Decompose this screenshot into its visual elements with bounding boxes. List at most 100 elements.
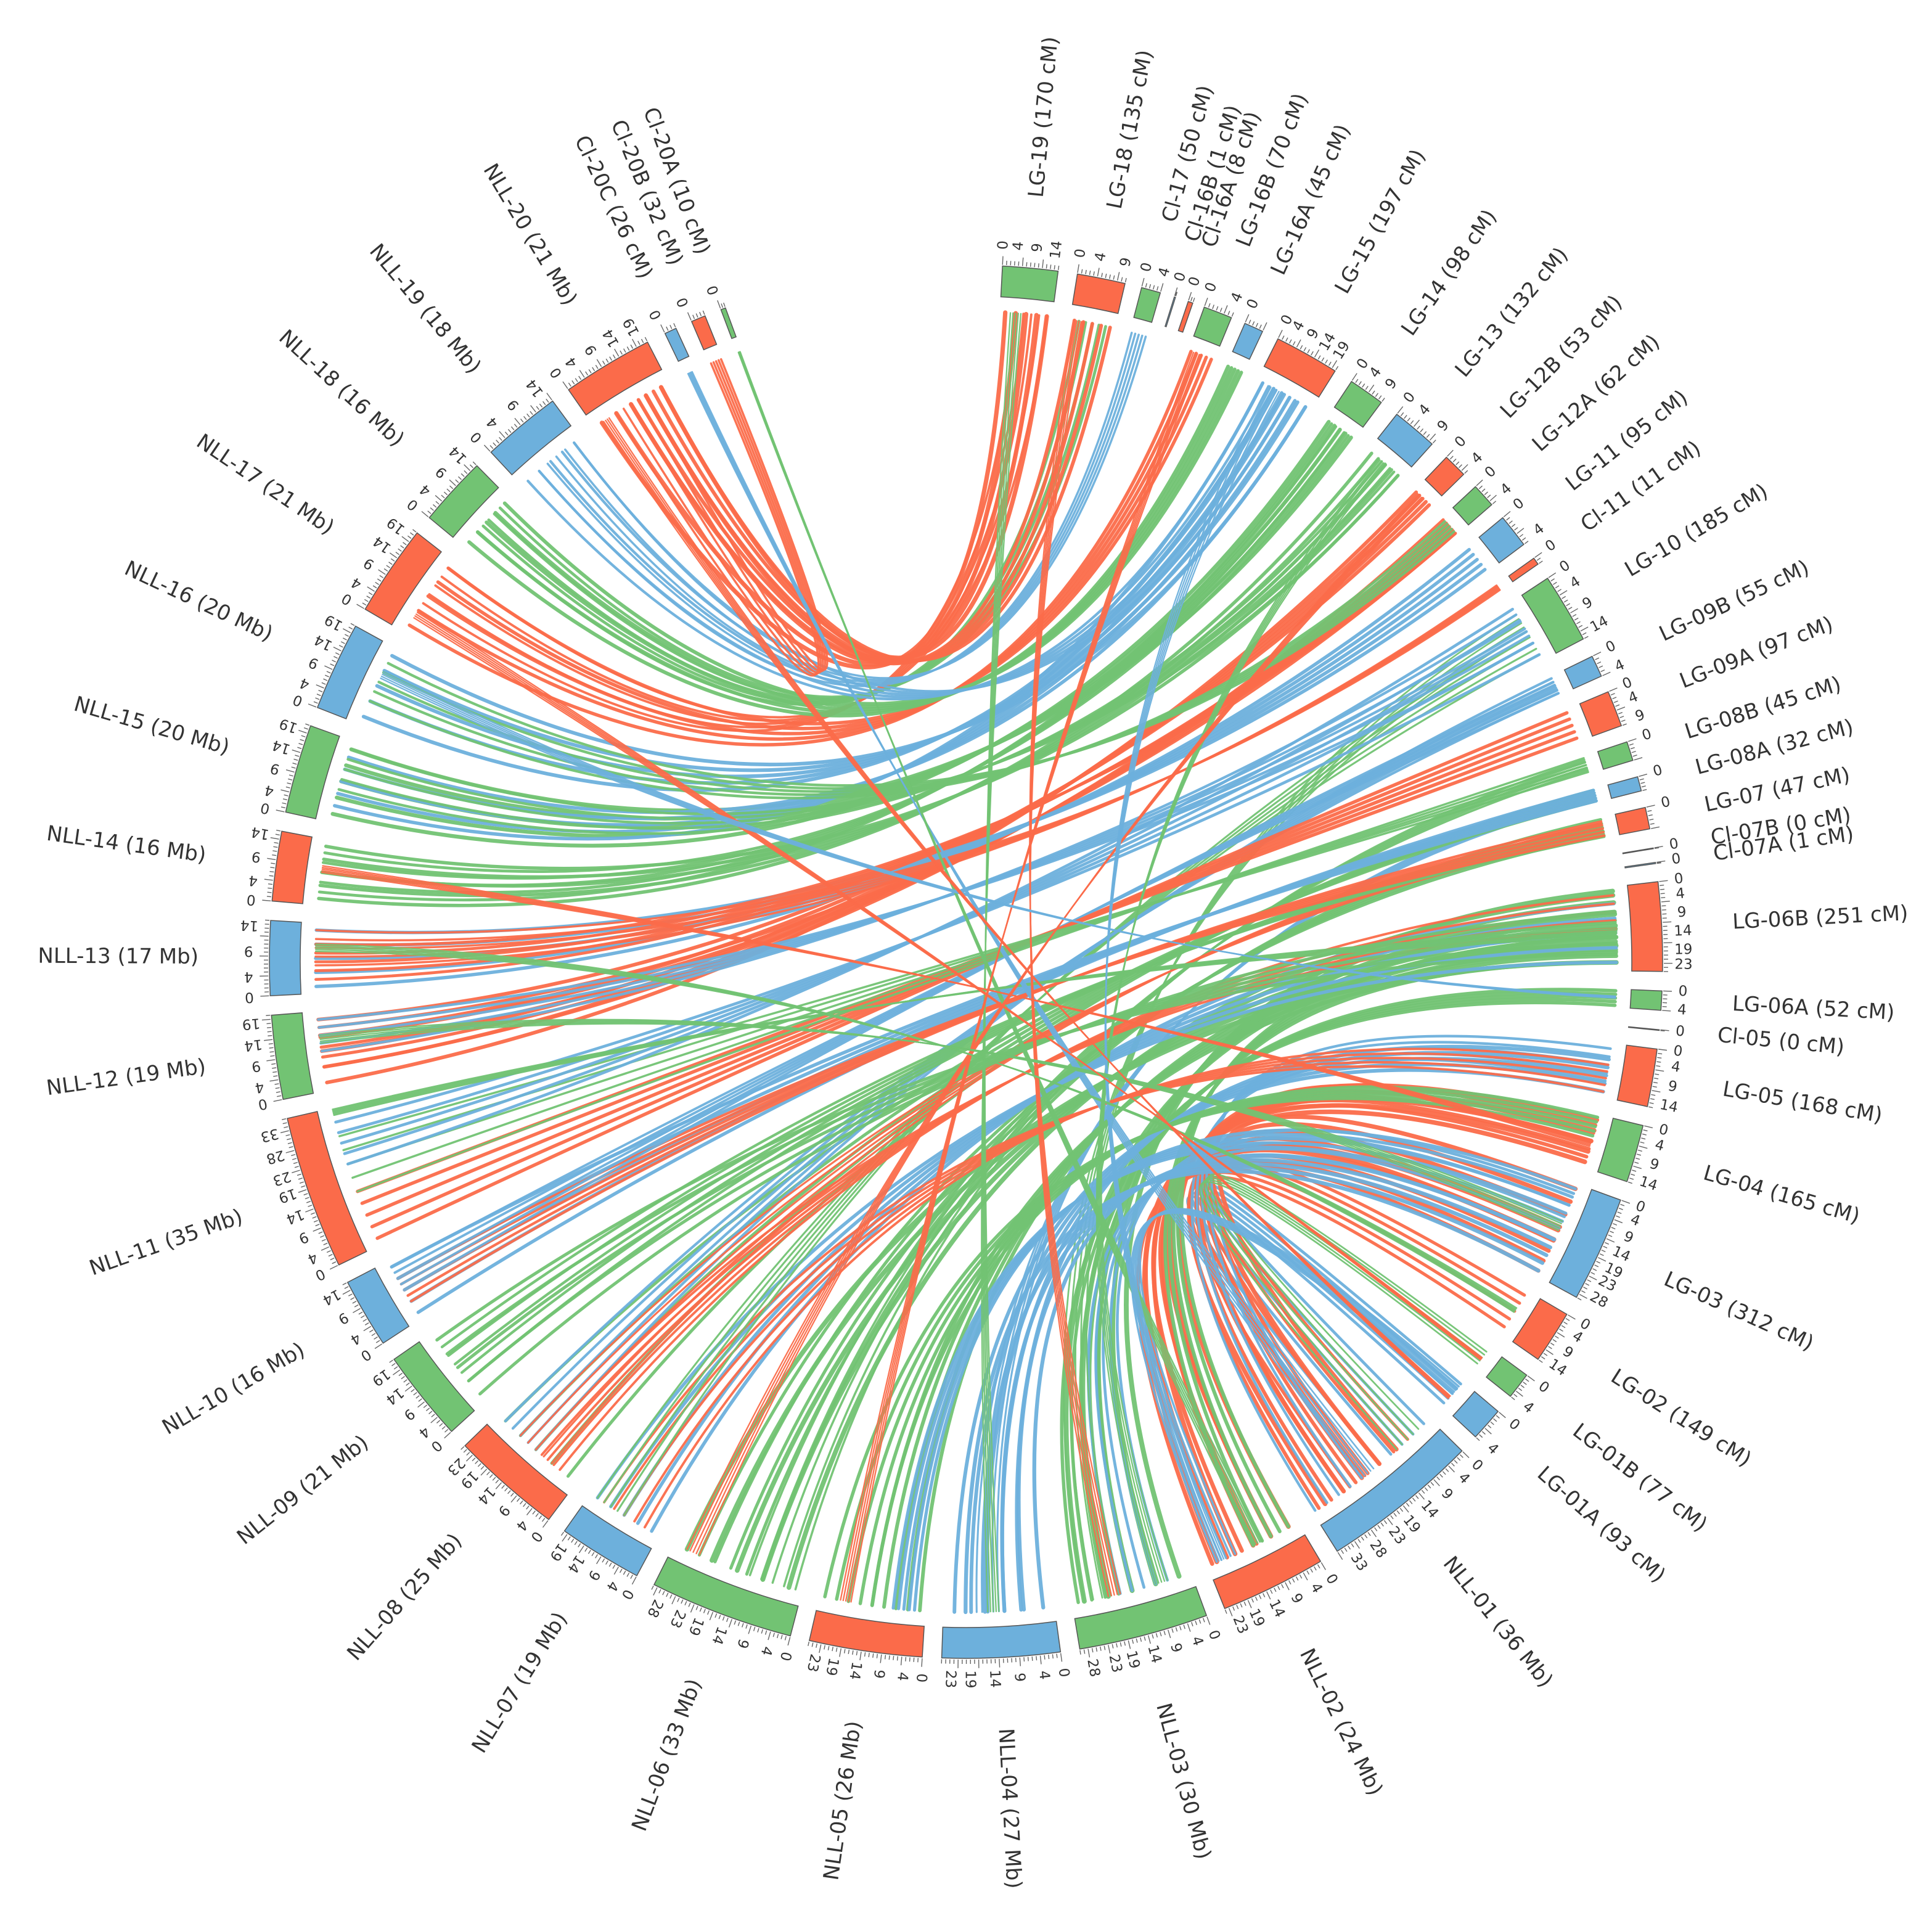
segment-nll-16 xyxy=(316,625,383,719)
tick-mark xyxy=(480,1465,485,1470)
segment-nll-02 xyxy=(1213,1534,1322,1610)
tick-mark xyxy=(292,1158,297,1160)
tick-mark xyxy=(1606,1238,1615,1243)
tick-mark xyxy=(421,510,429,517)
tick-mark xyxy=(1054,265,1055,270)
tick-mark xyxy=(571,1538,575,1543)
tick-mark xyxy=(1285,337,1288,342)
tick-mark xyxy=(1525,1378,1529,1382)
tick-mark xyxy=(999,1658,1001,1668)
segment-lg-04 xyxy=(1597,1118,1644,1182)
tick-label: 9 xyxy=(1580,594,1596,613)
tick-label: 9 xyxy=(734,1637,751,1650)
tick-mark xyxy=(321,1239,326,1242)
tick-mark xyxy=(495,1480,499,1484)
tick-mark xyxy=(298,1178,303,1180)
tick-label: 4 xyxy=(1455,1470,1473,1488)
tick-label: 28 xyxy=(644,1597,666,1620)
tick-mark xyxy=(1641,1137,1646,1140)
tick-label: 23 xyxy=(804,1652,824,1673)
tick-mark xyxy=(348,1293,353,1296)
tick-mark xyxy=(1252,321,1255,326)
tick-label: 28 xyxy=(1084,1658,1103,1678)
tick-mark xyxy=(1634,1161,1639,1164)
segment-label-nll-09: NLL-09 (21 Mb) xyxy=(232,1430,374,1550)
tick-mark xyxy=(1097,268,1100,277)
tick-mark xyxy=(1601,1249,1606,1253)
tick-mark xyxy=(1539,1359,1543,1363)
segment-nll-07 xyxy=(563,1505,652,1576)
link-NLL-01-LG-01B xyxy=(1198,1181,1478,1451)
tick-mark xyxy=(1027,1657,1029,1661)
tick-mark xyxy=(261,1018,271,1021)
tick-mark xyxy=(578,1545,584,1554)
tick-label: 33 xyxy=(1348,1550,1371,1575)
segment-label-nll-03: NLL-03 (30 Mb) xyxy=(1151,1700,1216,1862)
tick-mark xyxy=(1310,1568,1313,1573)
segment-label-nll-13: NLL-13 (17 Mb) xyxy=(38,944,199,969)
tick-mark xyxy=(269,875,274,877)
tick-mark xyxy=(1657,1057,1662,1059)
tick-mark xyxy=(761,1629,763,1634)
tick-mark xyxy=(1259,1594,1262,1599)
tick-label: 14 xyxy=(1418,1497,1442,1522)
tick-mark xyxy=(596,1556,602,1565)
tick-mark xyxy=(1600,669,1605,673)
tick-mark xyxy=(294,1166,299,1168)
tick-mark xyxy=(315,1224,320,1227)
tick-label: 4 xyxy=(1188,1634,1206,1648)
tick-mark xyxy=(428,1411,433,1414)
tick-mark xyxy=(737,1621,740,1626)
tick-mark xyxy=(463,1449,467,1453)
tick-mark xyxy=(308,1205,313,1207)
tick-label: 9 xyxy=(870,1669,888,1680)
tick-label: 4 xyxy=(1612,657,1627,675)
tick-mark xyxy=(669,1594,673,1599)
tick-mark xyxy=(1617,1211,1622,1214)
tick-mark xyxy=(1614,1219,1623,1224)
tick-mark xyxy=(767,1631,771,1640)
tick-mark xyxy=(1044,1655,1046,1660)
tick-mark xyxy=(287,782,292,785)
tick-mark xyxy=(666,326,669,331)
tick-mark xyxy=(1281,1584,1284,1589)
tick-mark xyxy=(666,1592,669,1597)
tick-mark xyxy=(390,558,395,562)
tick-mark xyxy=(1148,284,1152,289)
tick-mark xyxy=(352,1301,357,1304)
tick-label: 14 xyxy=(564,1552,587,1576)
tick-mark xyxy=(1649,1102,1654,1104)
tick-mark xyxy=(1578,625,1583,628)
tick-mark xyxy=(1198,1619,1201,1624)
tick-mark xyxy=(660,324,665,333)
tick-mark xyxy=(1141,277,1145,287)
tick-label: 0 xyxy=(674,295,692,309)
tick-mark xyxy=(305,1208,314,1213)
tick-mark xyxy=(364,599,369,602)
tick-mark xyxy=(404,1385,412,1392)
segment-cl-20a xyxy=(720,307,737,340)
tick-mark xyxy=(264,879,273,881)
tick-mark xyxy=(1095,1647,1098,1652)
tick-mark xyxy=(323,678,328,681)
tick-mark xyxy=(444,1432,451,1439)
segment-lg-08b xyxy=(1597,741,1634,770)
tick-mark xyxy=(425,1407,430,1411)
tick-mark xyxy=(1574,617,1579,621)
segment-cl-07a xyxy=(1624,861,1656,869)
tick-mark xyxy=(1087,1649,1091,1658)
tick-label: 14 xyxy=(1587,613,1611,636)
tick-mark xyxy=(1648,814,1653,816)
segment-nll-09 xyxy=(393,1341,475,1433)
tick-label: 14 xyxy=(1674,923,1692,940)
tick-mark xyxy=(1632,1169,1637,1172)
tick-mark xyxy=(1362,383,1365,388)
tick-mark xyxy=(1105,273,1107,278)
tick-mark xyxy=(1077,264,1079,273)
tick-mark xyxy=(722,1616,725,1621)
tick-mark xyxy=(1124,1641,1126,1646)
tick-mark xyxy=(1514,527,1518,531)
tick-label: 14 xyxy=(446,443,470,467)
tick-mark xyxy=(1375,393,1378,397)
segment-nll-01 xyxy=(1320,1428,1463,1552)
